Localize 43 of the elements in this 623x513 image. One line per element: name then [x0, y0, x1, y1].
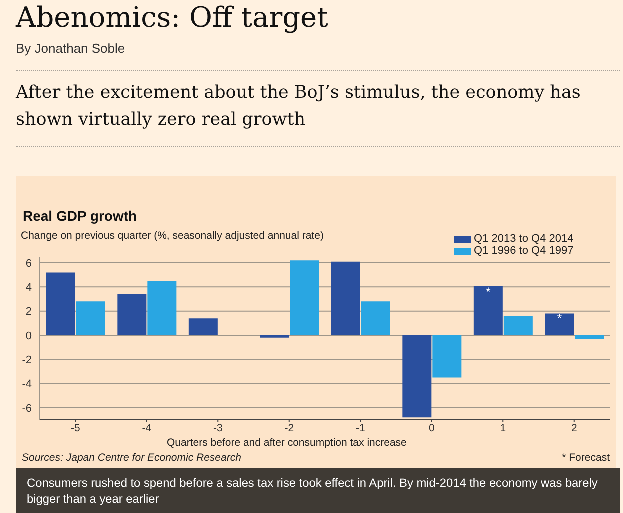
y-tick-label: 0	[26, 330, 32, 342]
bar	[188, 318, 218, 336]
bar	[331, 262, 360, 336]
y-tick-label: 4	[26, 282, 32, 294]
chart-title: Abenomics: Off target	[16, 1, 328, 34]
y-tick-label: -2	[22, 354, 32, 367]
x-tick-label: -1	[356, 422, 366, 434]
bar	[432, 335, 462, 378]
text: Consumers rushed to spend before a sales tax rise took effect in April. By mid-2014 the economy was barely bigger than a year earlier	[27, 476, 598, 506]
bar	[402, 335, 432, 418]
y-tick-label: -4	[22, 378, 32, 391]
text: By Jonathan Soble	[16, 41, 126, 56]
bar	[575, 335, 604, 340]
text: * Forecast	[562, 452, 610, 464]
bar	[76, 302, 106, 336]
bar	[46, 272, 76, 336]
annotation: *	[557, 312, 562, 326]
bar	[504, 316, 533, 336]
bar	[260, 335, 290, 338]
x-tick-label: -4	[142, 422, 152, 434]
x-axis-title: Quarters before and after consumption tax increase	[167, 437, 407, 449]
y-tick-label: 2	[26, 306, 32, 318]
y-tick-label: -6	[22, 402, 32, 415]
bar	[290, 260, 320, 336]
bar	[361, 302, 390, 336]
source-note: Sources: Japan Centre for Economic Research	[22, 452, 242, 464]
legend-label: Q1 2013 to Q4 2014	[474, 233, 574, 245]
text: Real GDP growth	[23, 208, 138, 224]
bar	[148, 281, 177, 336]
x-tick-label: -3	[213, 422, 223, 434]
x-tick-label: 0	[428, 422, 435, 434]
bar	[118, 294, 147, 336]
x-tick-label: -5	[70, 422, 80, 434]
x-tick-label: 2	[571, 422, 578, 434]
legend-label: Q1 1996 to Q4 1997	[474, 245, 574, 257]
bar	[474, 286, 503, 336]
y-tick-label: 6	[26, 258, 32, 270]
x-tick-label: -2	[284, 422, 294, 434]
bar	[545, 314, 574, 336]
chart-subtitle: After the excitement about the BoJ’s stimulus, the economy has shown virtually zero real growth	[16, 83, 581, 130]
x-tick-label: 1	[500, 422, 506, 434]
annotation: *	[486, 285, 492, 300]
y-axis-title: Change on previous quarter (%, seasonally adjusted annual rate)	[21, 230, 324, 242]
